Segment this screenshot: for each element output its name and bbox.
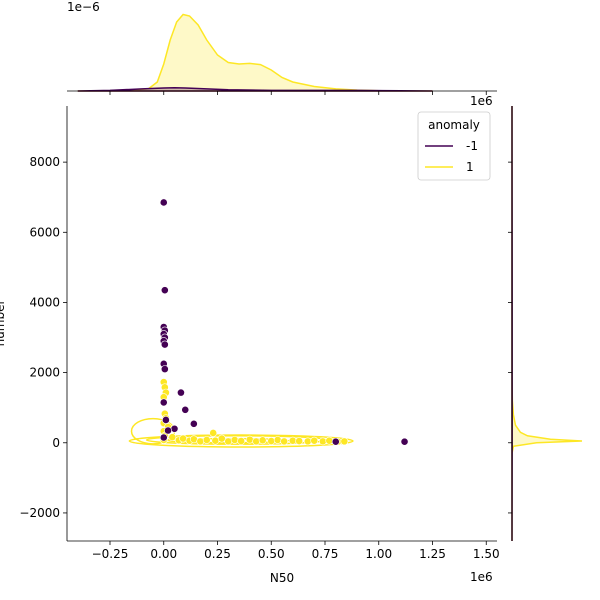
scatter-point-neg1-11 (177, 388, 185, 397)
scatter-point-pos1-21 (224, 437, 233, 446)
right-marginal-ticks (508, 161, 512, 514)
x-tick-label: 1.25 (419, 547, 446, 561)
x-tick-label: 0.50 (258, 547, 285, 561)
right-marginal-panel (508, 105, 583, 542)
x-tick-label: −0.25 (92, 547, 129, 561)
scatter-point-pos1-20 (217, 434, 226, 443)
scatter-point-neg1-17 (159, 433, 168, 442)
y-tick-label: 4000 (29, 295, 60, 309)
scatter-point-pos1-25 (252, 437, 261, 446)
x-tick-label: 1.50 (473, 547, 500, 561)
y-axis-ticks: −2000 0 2000 4000 6000 8000 (19, 155, 67, 520)
scatter-point-neg1-1 (160, 286, 169, 295)
y-tick-label: 0 (52, 436, 60, 450)
scatter-point-pos1-16 (196, 437, 205, 446)
y-tick-label: −2000 (19, 506, 60, 520)
y-axis-label: number (0, 300, 7, 347)
scatter-point-pos1-34 (318, 437, 327, 446)
x-tick-label: 0.25 (204, 547, 231, 561)
scatter-point-pos1-33 (310, 436, 319, 445)
y-tick-label: 8000 (29, 155, 60, 169)
scatter-point-pos1-31 (295, 437, 304, 445)
scatter-point-pos1-15 (189, 435, 198, 444)
top-marginal-densities (77, 13, 433, 92)
scatter-point-neg1-13 (189, 419, 198, 428)
scatter-point-pos1-26 (258, 436, 267, 445)
joint-axes: −0.25 0.00 0.25 0.50 0.75 1.00 1.25 1.50 −2000 0… (0, 106, 500, 585)
x-tick-label: 0.75 (312, 547, 339, 561)
top-marginal-ticks (109, 91, 487, 95)
top-marginal-panel: 1e−6 1e6 (67, 0, 497, 108)
scatter-point-pos1-22 (230, 436, 239, 444)
scatter-point-pos1-24 (245, 435, 254, 444)
top-marginal-offset-text: 1e−6 (67, 0, 100, 14)
scatter-point-pos1-37 (340, 437, 349, 446)
legend-label-neg1: -1 (466, 139, 478, 153)
scatter-point-pos1-17 (202, 436, 211, 444)
legend-title: anomaly (428, 118, 480, 132)
y-tick-label: 6000 (29, 225, 60, 239)
scatter-point-neg1-9 (160, 365, 169, 374)
scatter-point-neg1-15 (161, 416, 170, 424)
scatter-point-neg1-16 (164, 426, 172, 435)
scatter-point-pos1-13 (179, 434, 187, 443)
scatter-point-neg1-12 (181, 405, 190, 414)
legend-label-pos1: 1 (466, 160, 474, 174)
scatter-point-pos1-18 (209, 429, 218, 437)
scatter-point-neg1-10 (159, 398, 168, 407)
right-marginal-density-pos1 (511, 106, 583, 541)
y-tick-label: 2000 (29, 366, 60, 380)
scatter-point-pos1-30 (288, 436, 297, 445)
right-marginal-offset-text: 1e6 (470, 94, 493, 108)
x-axis-ticks: −0.25 0.00 0.25 0.50 0.75 1.00 1.25 1.50 (92, 541, 500, 561)
scatter-point-pos1-27 (267, 437, 276, 445)
top-marginal-density-pos1 (77, 13, 433, 92)
legend: anomaly -1 1 (417, 111, 491, 181)
x-axis-offset-text: 1e6 (470, 570, 493, 584)
scatter-point-neg1-19 (400, 437, 409, 446)
scatter-point-neg1-0 (159, 198, 168, 207)
scatter-points (159, 198, 409, 446)
scatter-point-pos1-32 (303, 437, 312, 446)
scatter-point-pos1-11 (168, 433, 177, 442)
x-tick-label: 0.00 (150, 547, 177, 561)
x-tick-label: 1.00 (365, 547, 392, 561)
scatter-point-pos1-23 (237, 437, 246, 445)
scatter-point-pos1-35 (325, 436, 334, 445)
scatter-point-neg1-18 (331, 437, 340, 446)
legend-box (417, 111, 491, 181)
right-marginal-densities (511, 105, 583, 542)
scatter-point-pos1-19 (211, 436, 220, 445)
scatter-point-pos1-29 (280, 437, 289, 446)
scatter-point-neg1-7 (160, 340, 169, 349)
scatter-point-neg1-14 (170, 424, 179, 433)
x-axis-label: N50 (270, 571, 294, 585)
scatter-point-pos1-28 (273, 436, 282, 444)
